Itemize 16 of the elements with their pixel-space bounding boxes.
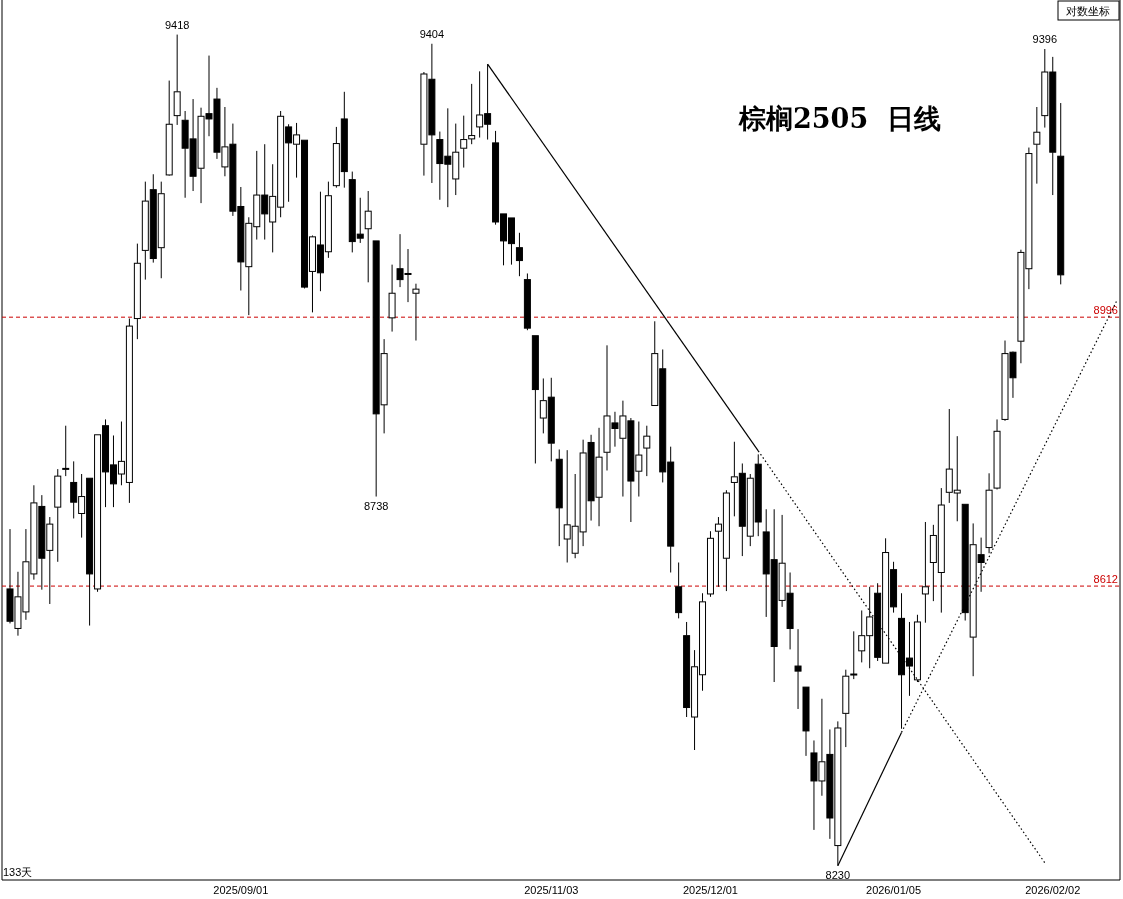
annotation: 9418	[164, 18, 190, 31]
annotation: 133天	[3, 866, 33, 878]
annotation: 8230	[825, 868, 851, 881]
annotation: 对数坐标	[1066, 5, 1110, 17]
x-tick-label: 2025/11/03	[524, 884, 579, 896]
x-tick-label: 2025/09/01	[213, 884, 269, 896]
corner-note: 对数坐标	[1057, 0, 1120, 21]
x-tick-label: 2026/02/02	[1025, 884, 1081, 896]
x-tick-label: 2025/12/01	[682, 884, 739, 896]
annotation: 8738	[363, 499, 389, 512]
text: 棕榈2505 日线	[738, 103, 941, 134]
ref-line-label: 8612	[1093, 573, 1118, 586]
x-tick-label: 2026/01/05	[866, 884, 922, 896]
annotation: 9396	[1032, 33, 1058, 46]
ref-line-label: 8996	[1093, 304, 1118, 317]
annotation: 9404	[419, 27, 445, 40]
